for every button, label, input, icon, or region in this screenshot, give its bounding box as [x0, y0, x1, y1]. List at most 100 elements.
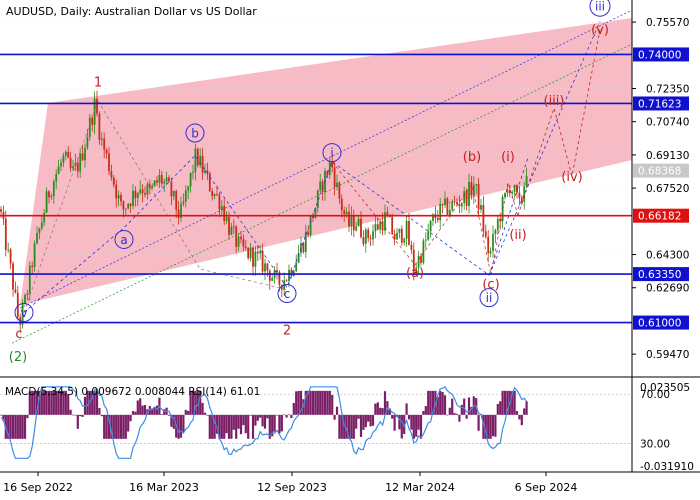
price-tag-box [633, 208, 689, 223]
candle-body [451, 201, 454, 210]
macd-bar [47, 390, 51, 415]
macd-bar [155, 405, 159, 415]
candle-body [439, 203, 442, 221]
macd-bar [19, 414, 22, 439]
macd-bar [88, 390, 91, 415]
macd-bar [100, 414, 103, 417]
macd-bar [436, 397, 439, 415]
macd-bar [292, 402, 295, 415]
candle-body [489, 251, 492, 254]
candle-body [146, 184, 149, 195]
y-tick-label: 0.72350 [646, 83, 689, 95]
wave-label-text: iii [595, 0, 605, 14]
macd-bar [381, 408, 384, 415]
candle-body [57, 166, 60, 175]
candle-body [160, 174, 163, 184]
candle-body [153, 180, 156, 186]
macd-bar [311, 390, 315, 415]
candle-body [417, 255, 420, 268]
candle-body [465, 191, 468, 206]
macd-bar [55, 390, 58, 415]
candle-body [216, 194, 218, 195]
candle-body [480, 205, 482, 210]
candle-body [523, 186, 526, 202]
candle-body [122, 201, 125, 210]
y-tick-label: 0.59470 [646, 349, 689, 361]
macd-bar [455, 413, 459, 415]
candle-body [189, 172, 192, 187]
candle-body [348, 211, 350, 227]
x-tick-label: 12 Sep 2023 [257, 481, 327, 494]
candle-body [177, 209, 180, 218]
wave-projection-blue [488, 21, 601, 276]
candle-body [307, 232, 310, 235]
macd-bar [431, 390, 435, 415]
candle-body [132, 190, 134, 206]
candle-body [463, 191, 466, 204]
candle-body [232, 226, 235, 228]
macd-bar [285, 414, 288, 418]
x-tick-label: 16 Mar 2023 [129, 481, 199, 494]
candle-body [218, 194, 221, 210]
candle-body [415, 267, 418, 272]
candle-body [319, 181, 322, 191]
candle-body [508, 189, 511, 194]
candle-body [468, 182, 470, 206]
y-tick-label: 0.69130 [646, 150, 689, 162]
macd-bar [268, 414, 271, 439]
macd-bar [115, 414, 118, 439]
price-tag-label: 0.63350 [638, 269, 681, 281]
candle-body [506, 189, 509, 194]
macd-bar [208, 414, 211, 439]
rsi-30-label: 30.00 [640, 439, 670, 451]
macd-bar [364, 414, 367, 428]
macd-bar [67, 394, 70, 415]
macd-bar [422, 411, 425, 415]
candle-body [379, 221, 382, 230]
macd-bar [151, 408, 154, 415]
candle-body [338, 182, 341, 199]
candle-body [211, 191, 214, 197]
macd-bar [410, 414, 413, 430]
macd-bar [295, 391, 298, 415]
candle-body [384, 212, 386, 231]
candle-body [504, 193, 506, 197]
macd-bar [247, 414, 250, 439]
candle-body [175, 190, 178, 210]
candle-body [350, 215, 353, 227]
wave-label-text: i [330, 146, 333, 160]
macd-bar [280, 414, 283, 432]
candle-body [492, 234, 494, 252]
candle-body [81, 153, 84, 161]
price-tag-label: 0.61000 [638, 318, 681, 330]
wave-label: c [277, 283, 297, 303]
wave-label-circle [479, 288, 499, 308]
candle-body [261, 250, 264, 272]
candle-body [124, 208, 127, 210]
macd-bar [263, 414, 267, 429]
price-tag-label: 0.66182 [638, 211, 681, 223]
macd-bar [249, 414, 252, 416]
macd-bar [403, 414, 406, 434]
macd-bar [235, 414, 238, 439]
macd-bar [160, 414, 163, 415]
candle-body [448, 209, 451, 215]
macd-bar [290, 414, 293, 419]
candle-body [28, 265, 31, 294]
candle-body [208, 173, 211, 192]
candle-body [112, 177, 115, 185]
candle-body [168, 177, 170, 182]
candle-body [79, 153, 82, 172]
candle-body [314, 208, 317, 219]
macd-bar [314, 390, 317, 415]
price-tags-layer: 0.74000 0.71623 0.68368 0.66182 0.63350 0.610… [633, 47, 689, 330]
candle-body [144, 193, 146, 195]
macd-bar [287, 414, 291, 416]
macd-bar [69, 409, 72, 415]
candle-body [340, 198, 343, 211]
candle-body [312, 216, 314, 219]
macd-bar [345, 414, 348, 439]
macd-bar [110, 414, 113, 439]
macd-bar [448, 407, 451, 415]
